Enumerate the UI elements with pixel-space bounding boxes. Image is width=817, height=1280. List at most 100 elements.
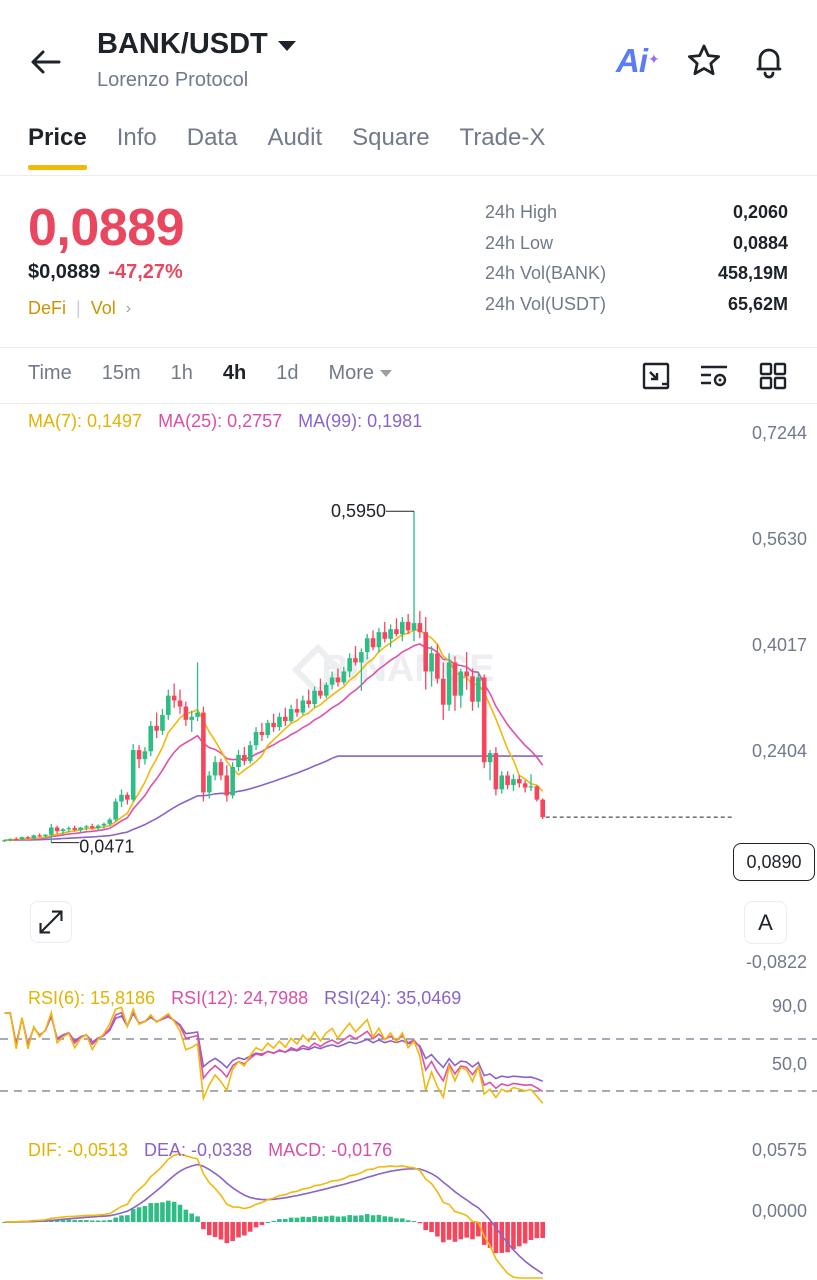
interval-15m[interactable]: 15m [101,362,141,384]
macd-histogram-bar [464,1222,469,1238]
macd-axis-tick: 0,0000 [751,1201,807,1221]
candle-body [359,652,364,663]
candle-body [125,794,130,800]
macd-histogram-bar [136,1207,142,1222]
indicator-settings-icon[interactable] [698,360,730,392]
candle-body [148,725,154,752]
ma25-value: MA(25): 0,2757 [158,411,283,431]
interval-divider [0,403,817,404]
dif-value: DIF: -0,0513 [28,1140,129,1160]
macd-histogram-bar [189,1213,194,1222]
macd-histogram-bar [89,1220,95,1222]
ma99-value: MA(99): 0,1981 [298,411,423,431]
macd-histogram-bar [142,1206,148,1222]
rsi12-value: RSI(12): 24,7988 [171,988,309,1008]
candle-body [31,835,37,839]
macd-histogram-bar [435,1222,440,1237]
interval-time[interactable]: Time [28,362,72,384]
favorite-star-icon[interactable] [685,42,723,80]
candle-body [95,825,101,829]
candle-body [364,638,370,653]
candle-body [452,662,458,696]
interval-more[interactable]: More [328,362,393,385]
chevron-right-icon: › [125,299,132,317]
tab-audit[interactable]: Audit [267,124,323,151]
candle-body [189,716,194,720]
candle-body [154,725,159,731]
pair-title: BANK/USDT [97,28,268,60]
candle-body [470,676,475,702]
candle-body [66,828,72,830]
candle-body [277,716,282,728]
macd-histogram-bar [522,1222,528,1244]
macd-histogram-bar [212,1222,218,1238]
price-axis-tick: 0,2404 [751,741,807,761]
expand-icon[interactable] [30,901,72,943]
macd-histogram-bar [78,1220,83,1222]
candle-body [19,837,25,840]
candle-body [2,840,7,842]
grid-layout-icon[interactable] [757,360,789,392]
candle-body [54,827,60,832]
tag-separator: | [76,298,81,318]
candle-body [335,677,341,683]
macd-histogram-bar [277,1219,282,1222]
tag-vol[interactable]: Vol [90,298,116,318]
macd-histogram-bar [429,1222,434,1233]
candle-body [160,715,165,731]
tab-price[interactable]: Price [28,124,87,170]
candle-body [446,662,452,705]
ai-assistant-icon[interactable]: Ai ✦ [616,42,660,80]
candle-body [323,684,329,696]
candle-body [517,779,522,784]
macd-histogram-bar [294,1217,300,1222]
macd-histogram-bar [171,1201,177,1222]
macd-histogram-bar [481,1222,487,1245]
macd-histogram-bar [72,1220,77,1222]
macd-histogram-bar [452,1222,458,1242]
tag-defi[interactable]: DeFi [28,298,67,318]
category-tags[interactable]: DeFi | Vol › [28,298,131,319]
candle-body [166,695,171,716]
interval-1d[interactable]: 1d [276,362,299,384]
candle-body [394,629,399,634]
macd-histogram-bar [476,1222,481,1237]
notification-bell-icon[interactable] [750,42,788,80]
low-marker-label: 0,0471 [79,837,134,857]
candle-body [499,775,505,790]
candle-body [130,750,136,800]
stat-value: 65,62M [727,293,788,314]
ai-label: Ai [616,42,648,79]
tab-trade-x[interactable]: Trade-X [459,124,546,151]
candle-body [318,690,323,696]
stat-24h-vol-usdt: 24h Vol(USDT) 65,62M [485,294,788,325]
candle-body [72,828,77,830]
interval-1h[interactable]: 1h [170,362,193,384]
tab-info[interactable]: Info [116,124,157,151]
candle-body [142,751,148,760]
header: BANK/USDT Lorenzo Protocol Ai ✦ [0,0,817,110]
back-arrow-icon[interactable] [28,44,64,80]
candle-body [370,638,376,648]
stat-value: 0,0884 [732,232,788,253]
stat-label: 24h Vol(USDT) [485,293,607,314]
candle-body [119,794,124,802]
macd-histogram-bar [306,1217,311,1222]
high-marker-label: 0,5950 [331,501,386,521]
macd-histogram-bar [382,1216,388,1222]
interval-4h[interactable]: 4h [222,362,247,384]
candle-body [107,819,113,824]
macd-histogram-bar [400,1218,405,1222]
chart-fullscreen-icon[interactable] [640,360,672,392]
tab-square[interactable]: Square [352,124,430,151]
candle-body [300,700,306,713]
tab-data[interactable]: Data [186,124,238,151]
candle-body [212,762,218,776]
pair-selector[interactable]: BANK/USDT [97,28,296,61]
candle-body [259,731,265,735]
candle-body [435,653,440,679]
candle-body [224,775,230,796]
auto-scale-button[interactable]: A [744,901,787,944]
candle-body [347,658,352,672]
